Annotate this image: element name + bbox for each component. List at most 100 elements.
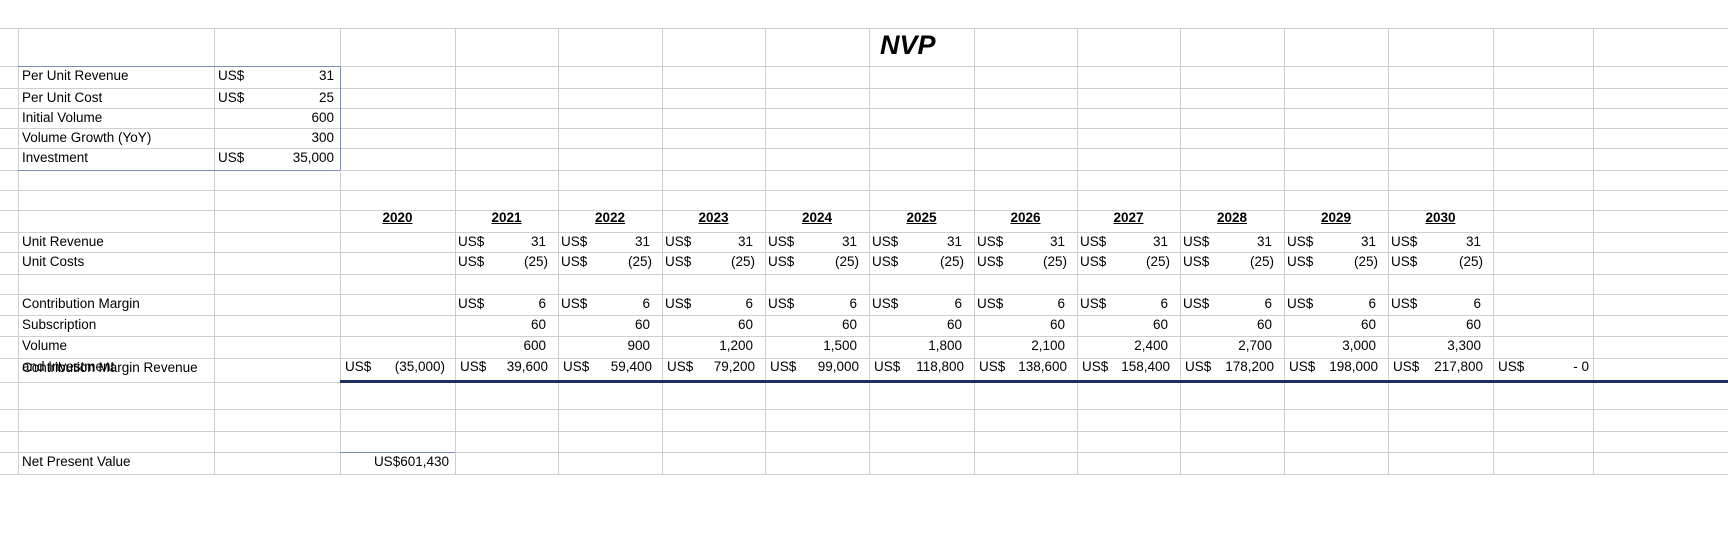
value-cell[interactable]: (25) xyxy=(834,254,859,269)
value-cell[interactable]: 60 xyxy=(841,317,857,332)
value-cell[interactable]: (25) xyxy=(523,254,548,269)
value-cell[interactable]: 60 xyxy=(1152,317,1168,332)
total-value-cell[interactable]: 118,800 xyxy=(916,359,964,374)
currency-label: US$ xyxy=(665,234,692,249)
value-cell[interactable]: 31 xyxy=(1152,234,1168,249)
value-cell[interactable]: (25) xyxy=(1458,254,1483,269)
total-value-cell[interactable]: (35,000) xyxy=(394,359,445,374)
currency-label: US$ xyxy=(345,359,372,374)
input-value[interactable]: 600 xyxy=(311,110,334,125)
value-cell[interactable]: 1,200 xyxy=(719,338,753,353)
currency-label: US$ xyxy=(977,296,1004,311)
value-cell[interactable]: 60 xyxy=(737,317,753,332)
column-gridline xyxy=(1284,28,1285,474)
value-cell[interactable]: 31 xyxy=(946,234,962,249)
total-value-cell[interactable]: 79,200 xyxy=(713,359,755,374)
total-value-cell[interactable]: 217,800 xyxy=(1434,359,1483,374)
value-cell[interactable]: 60 xyxy=(1256,317,1272,332)
value-cell[interactable]: 6 xyxy=(954,296,962,311)
value-cell[interactable]: 31 xyxy=(1256,234,1272,249)
value-cell[interactable]: 6 xyxy=(538,296,546,311)
total-value-cell[interactable]: 99,000 xyxy=(817,359,859,374)
value-cell[interactable]: 1,800 xyxy=(928,338,962,353)
total-value-cell[interactable]: 158,400 xyxy=(1121,359,1170,374)
currency-label: US$ xyxy=(561,234,588,249)
row-gridline xyxy=(0,252,1728,253)
value-cell[interactable]: (25) xyxy=(1042,254,1067,269)
value-cell[interactable]: 6 xyxy=(1368,296,1376,311)
value-cell[interactable]: (25) xyxy=(1249,254,1274,269)
value-cell[interactable]: 31 xyxy=(1360,234,1376,249)
value-cell[interactable]: 6 xyxy=(1160,296,1168,311)
total-value-cell[interactable]: 138,600 xyxy=(1018,359,1067,374)
currency-label: US$ xyxy=(977,254,1004,269)
value-cell[interactable]: 6 xyxy=(1264,296,1272,311)
currency-label: US$ xyxy=(667,359,694,374)
total-value-cell[interactable]: 178,200 xyxy=(1225,359,1274,374)
input-value[interactable]: 31 xyxy=(318,68,334,83)
input-unit xyxy=(218,128,278,148)
value-cell[interactable]: (25) xyxy=(1353,254,1378,269)
value-cell[interactable]: 31 xyxy=(530,234,546,249)
input-unit: US$ xyxy=(218,90,245,105)
input-label: Per Unit Cost xyxy=(22,90,103,105)
column-gridline xyxy=(1388,28,1389,474)
input-value[interactable]: 300 xyxy=(311,130,334,145)
input-unit xyxy=(218,108,278,128)
input-value[interactable]: 25 xyxy=(318,90,334,105)
value-cell[interactable]: (25) xyxy=(627,254,652,269)
value-cell[interactable]: 2,400 xyxy=(1134,338,1168,353)
value-cell[interactable]: (25) xyxy=(939,254,964,269)
input-label: Per Unit Revenue xyxy=(22,68,129,83)
year-header-2025: 2025 xyxy=(906,210,937,225)
currency-label: US$ xyxy=(561,296,588,311)
row-label: Unit Revenue xyxy=(22,234,104,249)
value-cell[interactable]: 31 xyxy=(634,234,650,249)
currency-label: US$ xyxy=(1391,296,1418,311)
input-box-border xyxy=(340,66,341,170)
input-value[interactable]: 35,000 xyxy=(292,150,334,165)
value-cell[interactable]: (25) xyxy=(730,254,755,269)
row-label: Contribution Margin xyxy=(22,296,140,311)
currency-label: US$ xyxy=(563,359,590,374)
value-cell[interactable]: 6 xyxy=(1473,296,1481,311)
value-cell[interactable]: 6 xyxy=(642,296,650,311)
npv-value[interactable]: US$601,430 xyxy=(373,454,449,469)
value-cell[interactable]: 60 xyxy=(1049,317,1065,332)
value-cell[interactable]: 31 xyxy=(841,234,857,249)
currency-label: US$ xyxy=(1080,234,1107,249)
value-cell[interactable]: 2,100 xyxy=(1031,338,1065,353)
value-cell[interactable]: 3,000 xyxy=(1342,338,1376,353)
row-gridline xyxy=(0,274,1728,275)
value-cell[interactable]: 900 xyxy=(627,338,650,353)
value-cell[interactable]: 6 xyxy=(745,296,753,311)
value-cell[interactable]: (25) xyxy=(1145,254,1170,269)
total-value-cell[interactable]: 198,000 xyxy=(1329,359,1378,374)
column-gridline xyxy=(662,28,663,474)
value-cell[interactable]: 600 xyxy=(523,338,546,353)
currency-label: US$ xyxy=(770,359,797,374)
value-cell[interactable]: 60 xyxy=(634,317,650,332)
value-cell[interactable]: 6 xyxy=(849,296,857,311)
value-cell[interactable]: 2,700 xyxy=(1238,338,1272,353)
value-cell[interactable]: 6 xyxy=(1057,296,1065,311)
total-value-cell[interactable]: - 0 xyxy=(1573,359,1589,374)
currency-label: US$ xyxy=(665,296,692,311)
total-value-cell[interactable]: 39,600 xyxy=(506,359,548,374)
value-cell[interactable]: 60 xyxy=(530,317,546,332)
value-cell[interactable]: 60 xyxy=(1360,317,1376,332)
currency-label: US$ xyxy=(1080,296,1107,311)
value-cell[interactable]: 1,500 xyxy=(823,338,857,353)
total-value-cell[interactable]: 59,400 xyxy=(610,359,652,374)
value-cell[interactable]: 31 xyxy=(737,234,753,249)
value-cell[interactable]: 60 xyxy=(1465,317,1481,332)
row-label: Unit Costs xyxy=(22,254,85,269)
row-label: and Investment xyxy=(22,359,115,374)
value-cell[interactable]: 31 xyxy=(1049,234,1065,249)
currency-label: US$ xyxy=(1183,234,1210,249)
value-cell[interactable]: 31 xyxy=(1465,234,1481,249)
value-cell[interactable]: 60 xyxy=(946,317,962,332)
input-unit: US$ xyxy=(218,68,245,83)
value-cell[interactable]: 3,300 xyxy=(1447,338,1481,353)
